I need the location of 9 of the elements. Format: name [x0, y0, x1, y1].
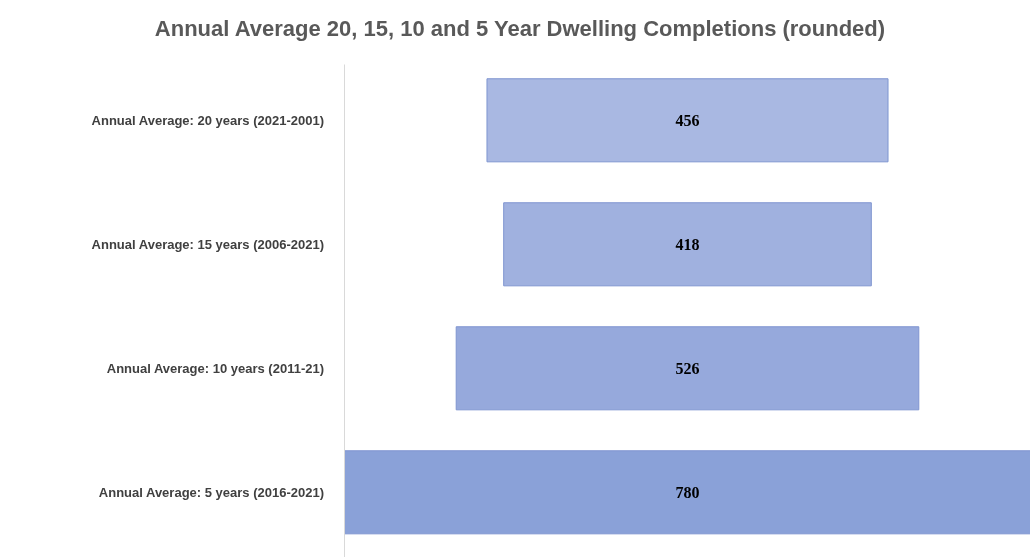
data-label: 456	[675, 111, 700, 129]
category-label: Annual Average: 10 years (2011-21)	[106, 360, 325, 376]
data-label: 418	[675, 235, 700, 253]
category-label: Annual Average: 15 years (2006-2021)	[91, 236, 325, 252]
category-label: Annual Average: 5 years (2016-2021)	[98, 484, 325, 500]
category-label: Annual Average: 20 years (2021-2001)	[91, 112, 325, 128]
data-label: 780	[675, 483, 700, 501]
text: Annual Average 20, 15, 10 and 5 Year Dwelling Completions (rounded)	[154, 15, 886, 43]
data-label: 526	[675, 359, 700, 377]
